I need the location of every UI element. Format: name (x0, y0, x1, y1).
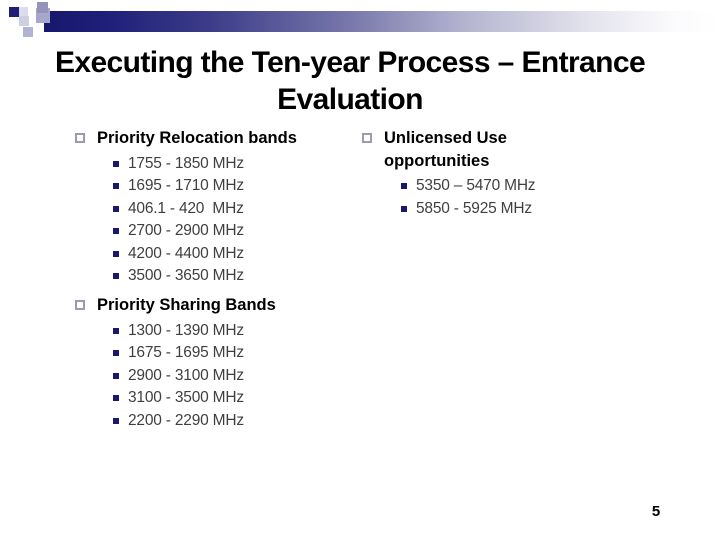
list-item: 406.1 - 420 MHz (113, 199, 375, 217)
title-bar-decoration (44, 11, 720, 32)
list-item: 2900 - 3100 MHz (113, 366, 375, 384)
list-item: 3500 - 3650 MHz (113, 268, 375, 284)
list-item: 1675 - 1695 MHz (113, 345, 375, 361)
list-item: 3100 - 3500 MHz (113, 390, 375, 406)
list-item: 2700 - 2900 MHz (113, 223, 375, 239)
square-bullet-icon (113, 350, 119, 356)
decoration-square-light (19, 16, 29, 26)
frequency-band: 2900 - 3100 MHz (128, 366, 244, 384)
section-priority-relocation-bands: Priority Relocation bands 1755 - 1850 MH… (75, 127, 375, 284)
square-bullet-icon (113, 183, 119, 189)
section-heading-row: Unlicensed Use opportunities (362, 127, 682, 173)
frequency-band: 1675 - 1695 MHz (128, 344, 244, 361)
section-heading-row: Priority Sharing Bands (75, 294, 375, 316)
frequency-band: 1695 - 1710 MHz (128, 177, 244, 194)
frequency-band: 2700 - 2900 MHz (128, 222, 244, 239)
frequency-band: 3100 - 3500 MHz (128, 389, 244, 406)
hollow-square-bullet-icon (75, 133, 85, 143)
square-bullet-icon (113, 160, 119, 167)
square-bullet-icon (113, 205, 119, 212)
decoration-square-navy (9, 7, 19, 17)
section-priority-sharing-bands: Priority Sharing Bands 1300 - 1390 MHz 1… (75, 294, 375, 429)
square-bullet-icon (113, 228, 119, 234)
decoration-square-slate (37, 2, 48, 13)
frequency-band: 1755 - 1850 MHz (128, 154, 244, 172)
section-heading-row: Priority Relocation bands (75, 127, 375, 149)
frequency-band: 4200 - 4400 MHz (128, 244, 244, 262)
frequency-band: 5850 - 5925 MHz (416, 199, 532, 217)
square-bullet-icon (113, 395, 119, 401)
square-bullet-icon (401, 205, 407, 212)
decoration-square-pale (19, 7, 28, 16)
page-title-line-2: Evaluation (277, 83, 423, 116)
frequency-band: 3500 - 3650 MHz (128, 267, 244, 284)
frequency-band: 1300 - 1390 MHz (128, 321, 244, 339)
section-heading: Priority Relocation bands (97, 129, 297, 147)
section-heading: Priority Sharing Bands (97, 296, 276, 314)
list-item: 1300 - 1390 MHz (113, 321, 375, 339)
frequency-band: 2200 - 2290 MHz (128, 411, 244, 429)
square-bullet-icon (113, 250, 119, 257)
list-item: 5850 - 5925 MHz (401, 199, 682, 217)
slide-number: 5 (651, 503, 661, 520)
square-bullet-icon (401, 183, 407, 189)
square-bullet-icon (113, 417, 119, 424)
decoration-square-mid (23, 27, 33, 37)
section-unlicensed-use-opportunities: Unlicensed Use opportunities 5350 – 5470… (362, 127, 682, 217)
frequency-band: 406.1 - 420 MHz (128, 199, 244, 217)
list-item: 5350 – 5470 MHz (401, 178, 682, 194)
list-item: 4200 - 4400 MHz (113, 244, 375, 262)
page-title: Executing the Ten-year Process – Entranc… (30, 44, 670, 118)
list-item: 1695 - 1710 MHz (113, 178, 375, 194)
hollow-square-bullet-icon (75, 300, 85, 310)
list-item: 2200 - 2290 MHz (113, 411, 375, 429)
section-heading: Unlicensed Use opportunities (384, 129, 512, 170)
page-title-line-1: Executing the Ten-year Process – Entranc… (54, 46, 646, 79)
list-item: 1755 - 1850 MHz (113, 154, 375, 172)
square-bullet-icon (113, 372, 119, 379)
frequency-band: 5350 – 5470 MHz (416, 177, 536, 194)
hollow-square-bullet-icon (362, 133, 372, 143)
square-bullet-icon (113, 327, 119, 334)
square-bullet-icon (113, 273, 119, 279)
